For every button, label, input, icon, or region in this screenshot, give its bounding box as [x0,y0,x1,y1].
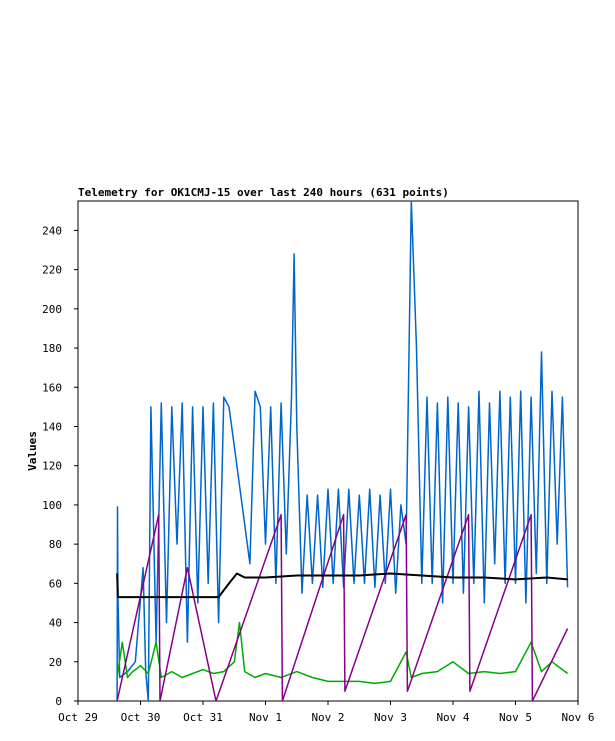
y-tick-label: 200 [42,303,62,316]
y-axis: 0 20 40 60 80 100 120 140 160 180 200 220 240 [42,224,78,708]
x-tick-label: Nov 2 [311,711,344,724]
x-tick-label: Oct 29 [58,711,98,724]
x-tick-label: Oct 30 [121,711,161,724]
x-tick-label: Nov 3 [374,711,407,724]
y-tick-label: 180 [42,342,62,355]
plot-frame [77,200,579,702]
series-layer [116,200,569,701]
y-tick-label: 100 [42,499,62,512]
y-tick-label: 160 [42,381,62,394]
y-tick-label: 0 [55,695,62,708]
y-tick-label: 240 [42,224,62,237]
x-tick-label: Nov 1 [249,711,282,724]
series-line-1 [116,200,569,701]
y-tick-label: 220 [42,264,62,277]
series-line-3 [116,513,569,701]
x-tick-label: Nov 4 [436,711,469,724]
y-axis-label: Values [26,431,39,471]
y-tick-label: 140 [42,420,62,433]
x-tick-label: Oct 31 [183,711,223,724]
y-tick-label: 40 [49,617,62,630]
x-tick-label: Nov 6 [561,711,594,724]
y-tick-label: 80 [49,538,62,551]
chart-title: Telemetry for OK1CMJ-15 over last 240 ho… [78,186,449,199]
y-tick-label: 60 [49,577,62,590]
series-line-2 [116,621,569,685]
y-tick-label: 20 [49,656,62,669]
x-tick-label: Nov 5 [499,711,532,724]
series-line-4 [116,572,568,599]
y-tick-label: 120 [42,460,62,473]
x-axis: Oct 29 Oct 30 Oct 31 Nov 1 Nov 2 Nov 3 Nov 4 No… [58,701,595,724]
